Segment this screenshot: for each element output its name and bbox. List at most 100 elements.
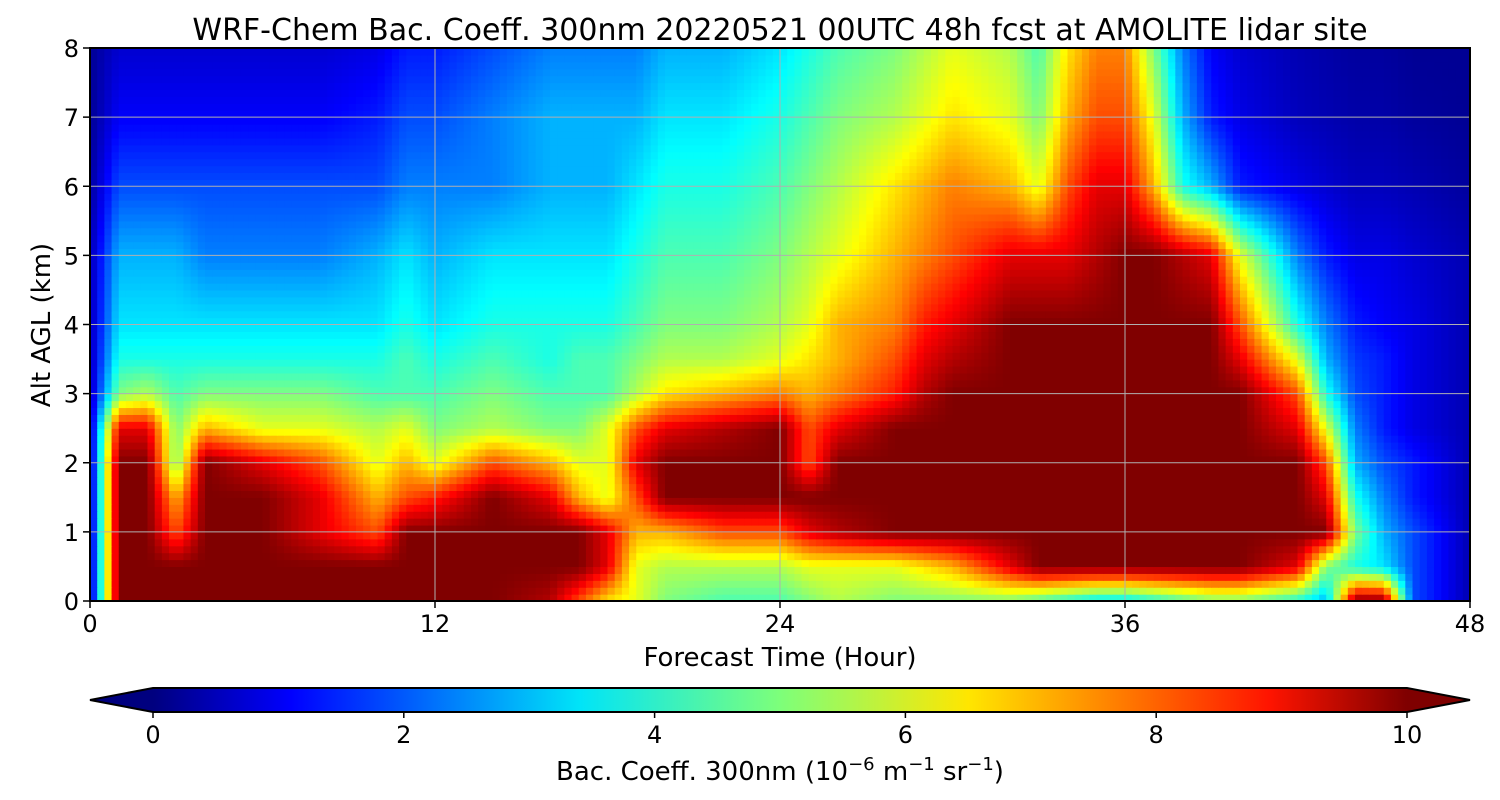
heatmap-cell xyxy=(808,448,817,457)
heatmap-cell xyxy=(442,559,450,568)
heatmap-cell xyxy=(887,497,896,505)
heatmap-cell xyxy=(585,504,594,512)
heatmap-cell xyxy=(427,594,436,601)
heatmap-cell xyxy=(104,580,113,588)
heatmap-cell xyxy=(334,580,343,588)
heatmap-cell xyxy=(240,587,249,595)
heatmap-cell xyxy=(399,442,407,450)
heatmap-cell xyxy=(744,435,752,443)
heatmap-cell xyxy=(1376,442,1385,450)
heatmap-cell xyxy=(1434,573,1442,581)
heatmap-cell xyxy=(320,469,328,478)
heatmap-cell xyxy=(1268,455,1277,464)
heatmap-cell xyxy=(952,490,961,498)
heatmap-cell xyxy=(276,476,285,485)
heatmap-cell xyxy=(866,462,875,471)
heatmap-cell xyxy=(370,566,379,574)
heatmap-cell xyxy=(1146,442,1155,450)
heatmap-cell xyxy=(470,552,479,561)
heatmap-cell xyxy=(435,462,443,471)
heatmap-cell xyxy=(657,552,666,561)
heatmap-cell xyxy=(435,518,443,526)
heatmap-cell xyxy=(1160,442,1169,450)
heatmap-cell xyxy=(722,573,731,581)
heatmap-cell xyxy=(384,538,393,547)
heatmap-cell xyxy=(161,511,170,519)
heatmap-cell xyxy=(794,483,803,491)
heatmap-cell xyxy=(1045,531,1054,540)
heatmap-cell xyxy=(1340,428,1349,436)
heatmap-cell xyxy=(1283,490,1291,498)
heatmap-cell xyxy=(974,594,982,601)
heatmap-cell xyxy=(1462,504,1470,512)
heatmap-cell xyxy=(1204,580,1212,588)
heatmap-cell xyxy=(657,462,666,471)
heatmap-cell xyxy=(909,462,918,471)
heatmap-cell xyxy=(1002,476,1011,485)
heatmap-cell xyxy=(815,538,824,547)
heatmap-cell xyxy=(334,476,343,485)
heatmap-cell xyxy=(593,511,601,519)
heatmap-cell xyxy=(1240,455,1248,464)
heatmap-cell xyxy=(1462,552,1470,561)
heatmap-cell xyxy=(715,483,724,491)
heatmap-cell xyxy=(665,428,673,436)
heatmap-cell xyxy=(1254,538,1263,547)
heatmap-cell xyxy=(1002,448,1011,457)
heatmap-cell xyxy=(1383,462,1392,471)
heatmap-cell xyxy=(406,524,415,533)
heatmap-cell xyxy=(370,490,379,498)
heatmap-cell xyxy=(1002,469,1011,478)
heatmap-cell xyxy=(334,455,343,464)
heatmap-cell xyxy=(327,545,335,554)
heatmap-cell xyxy=(406,455,415,464)
heatmap-cell xyxy=(578,538,587,547)
heatmap-cell xyxy=(535,448,544,457)
heatmap-cell xyxy=(1426,559,1435,568)
heatmap-cell xyxy=(1182,421,1191,429)
heatmap-cell xyxy=(320,538,328,547)
heatmap-cell xyxy=(1319,483,1327,491)
heatmap-cell xyxy=(1218,448,1227,457)
heatmap-cell xyxy=(1010,518,1018,526)
heatmap-cell xyxy=(1196,483,1205,491)
heatmap-cell xyxy=(715,497,724,505)
heatmap-cell xyxy=(672,573,680,581)
heatmap-cell xyxy=(327,566,335,574)
heatmap-cell xyxy=(938,483,946,491)
heatmap-cell xyxy=(780,587,788,595)
heatmap-cell xyxy=(557,483,565,491)
heatmap-cell xyxy=(1462,545,1470,554)
heatmap-cell xyxy=(312,552,321,561)
heatmap-cell xyxy=(672,490,680,498)
heatmap-cell xyxy=(413,504,422,512)
heatmap-cell xyxy=(334,531,343,540)
heatmap-cell xyxy=(140,469,149,478)
heatmap-cell xyxy=(1053,497,1061,505)
heatmap-cell xyxy=(787,490,795,498)
heatmap-cell xyxy=(607,538,616,547)
heatmap-cell xyxy=(485,573,494,581)
heatmap-cell xyxy=(1060,490,1069,498)
heatmap-cell xyxy=(154,524,163,533)
heatmap-cell xyxy=(650,428,659,436)
heatmap-cell xyxy=(535,483,544,491)
heatmap-cell xyxy=(1369,573,1378,581)
heatmap-cell xyxy=(729,566,738,574)
heatmap-cell xyxy=(873,573,882,581)
heatmap-cell xyxy=(1297,587,1306,595)
heatmap-cell xyxy=(420,428,429,436)
heatmap-cell xyxy=(1010,442,1018,450)
heatmap-cell xyxy=(1297,435,1306,443)
heatmap-cell xyxy=(111,448,120,457)
heatmap-cell xyxy=(1031,552,1040,561)
heatmap-cell xyxy=(1031,566,1040,574)
heatmap-cell xyxy=(952,587,961,595)
heatmap-cell xyxy=(938,442,946,450)
heatmap-cell xyxy=(686,552,695,561)
heatmap-cell xyxy=(262,511,271,519)
heatmap-cell xyxy=(1261,483,1270,491)
heatmap-cell xyxy=(578,455,587,464)
heatmap-cell xyxy=(1081,490,1090,498)
heatmap-cell xyxy=(1081,524,1090,533)
